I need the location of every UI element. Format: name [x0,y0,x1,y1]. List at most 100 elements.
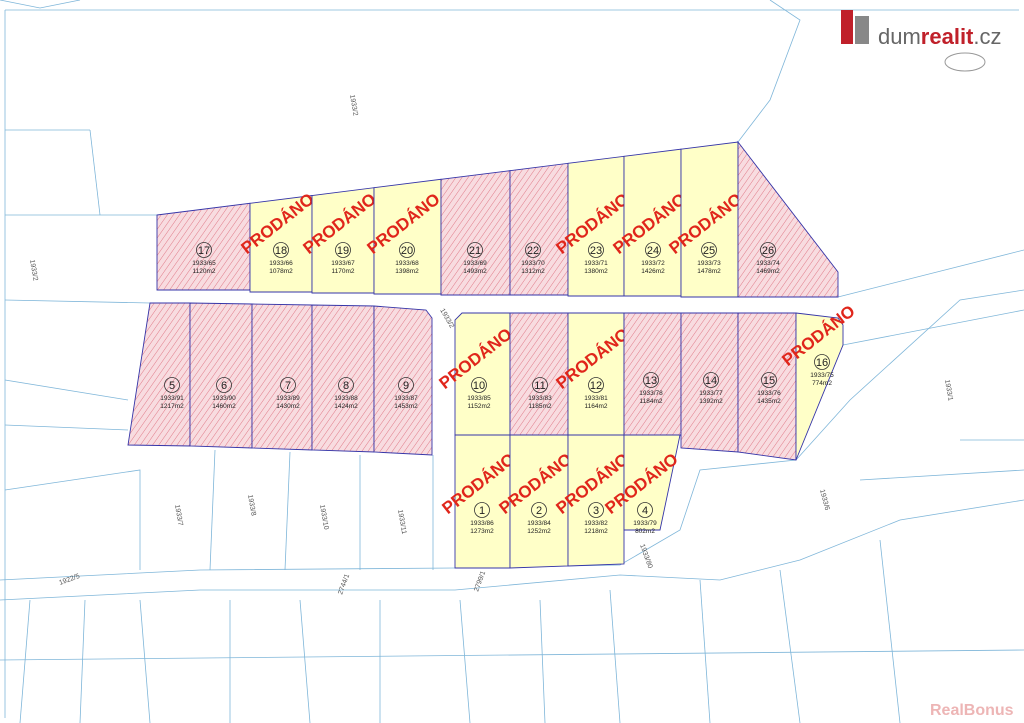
plot-number-circle [760,242,776,258]
plot-number: 4 [642,505,648,517]
logo-text: dumrealit.cz [878,24,1002,49]
plot-parcel: 1933/88 [334,395,358,402]
plot-area: 1152m2 [467,403,490,410]
plot-number-circle [643,372,659,388]
plot-area: 1493m2 [463,268,487,275]
plot-parcel: 1933/86 [470,520,494,527]
plot [440,170,511,296]
parcel-label: 1933/1 [943,379,954,401]
plot-number-circle [645,242,661,258]
parcel-label: 1933/7 [173,504,184,526]
plot-number: 21 [469,245,481,257]
plot-parcel: 1933/79 [633,520,657,527]
plot-number-circle [532,377,548,393]
plot-number-circle [588,377,604,393]
plot-number: 3 [593,505,599,517]
plot [373,305,433,456]
parcel-label: 2744/1 [337,573,351,596]
plot-number: 12 [590,380,602,392]
plot-number: 22 [527,245,539,257]
plot-area: 1453m2 [394,403,418,410]
plot-number-circle [467,242,483,258]
plot-number-circle [338,377,354,393]
plot-area: 1478m2 [697,268,721,275]
plot-parcel: 1933/74 [756,260,780,267]
logo-suffix: .cz [973,24,1001,49]
plot-parcel: 1933/67 [331,260,355,267]
plot-number: 19 [337,245,349,257]
plot-parcel: 1933/78 [639,390,663,397]
plot-parcel: 1933/65 [192,260,216,267]
plot-parcel: 1933/75 [810,372,834,379]
plot [737,140,839,298]
plot-number: 24 [647,245,659,257]
plot [127,302,191,447]
plot-parcel: 1933/82 [584,520,608,527]
watermark: RealBonus [930,702,1014,719]
parcel-label: 1922/5 [58,573,81,587]
plot [623,312,682,436]
plot-number-circle [703,372,719,388]
plot-parcel: 1933/85 [467,395,491,402]
plot-number: 13 [645,375,657,387]
plot [189,302,253,449]
plot-number: 1 [479,505,485,517]
plot-area: 774m2 [812,380,832,387]
plot-area: 1170m2 [331,268,354,275]
plot-parcel: 1933/89 [276,395,300,402]
plot-parcel: 1933/73 [697,260,721,267]
plot-number: 17 [198,245,210,257]
plot-area: 1426m2 [641,268,665,275]
plot [623,434,681,531]
plot [795,312,844,461]
plot-area: 1184m2 [639,398,662,405]
plot-area: 1424m2 [334,403,358,410]
logo-icon [855,16,869,44]
plot-number: 2 [536,505,542,517]
plot-parcel: 1933/76 [757,390,781,397]
plot-number-circle [399,242,415,258]
plot-number-circle [398,377,414,393]
plot-number: 18 [275,245,287,257]
plot-parcel: 1933/70 [521,260,545,267]
parcel-label: 1933/8 [246,494,257,516]
logo-brand: realit [921,24,974,49]
plot-number-circle [216,377,232,393]
parcel-label: 1933/2 [348,94,359,116]
plot-number: 20 [401,245,413,257]
plot-number-circle [761,372,777,388]
plot-area: 1217m2 [160,403,184,410]
plot-number: 14 [705,375,717,387]
plot-number: 16 [816,357,828,369]
logo-prefix: dum [878,24,921,49]
plot-parcel: 1933/68 [395,260,419,267]
plot-number: 6 [221,380,227,392]
plot-number: 7 [285,380,291,392]
plot-area: 1435m2 [757,398,781,405]
plot [509,162,569,296]
plot-parcel: 1933/87 [394,395,418,402]
logo: dumrealit.cz [841,10,1002,72]
plot-area: 1392m2 [699,398,723,405]
plot-area: 1273m2 [470,528,494,535]
plot-area: 1312m2 [521,268,545,275]
parcel-label: 1933/10 [318,504,329,530]
parcel-label: 1933/2 [438,308,455,330]
plot-number: 10 [473,380,485,392]
plot-area: 1252m2 [527,528,551,535]
logo-icon [841,10,853,44]
plot-number: 11 [534,380,545,392]
plot [251,303,313,451]
plot-number-circle [280,377,296,393]
plot-parcel: 1933/69 [463,260,487,267]
plot-number-circle [164,377,180,393]
plot-number: 23 [590,245,602,257]
plot-parcel: 1933/66 [269,260,293,267]
plot-number-circle [335,242,351,258]
plot-number-circle [273,242,289,258]
plot-number: 26 [762,245,774,257]
